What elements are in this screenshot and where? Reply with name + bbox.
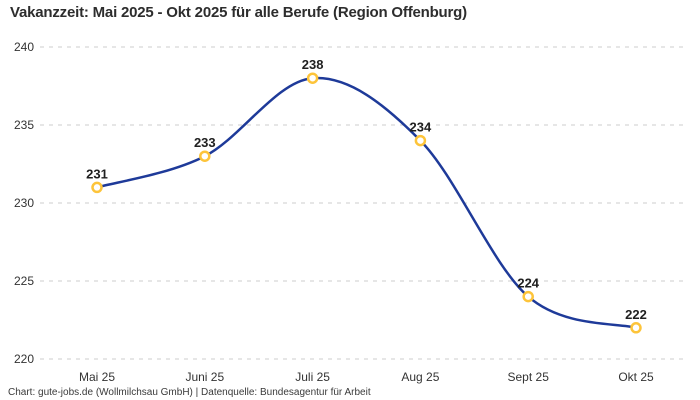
y-axis-tick-240: 240 (14, 40, 34, 54)
data-point-marker-Juni 25[interactable] (199, 150, 211, 162)
data-point-marker-Okt 25[interactable] (630, 322, 642, 334)
data-point-marker-Sept 25[interactable] (522, 290, 534, 303)
data-point-marker-Aug 25[interactable] (414, 134, 427, 147)
data-point-marker-Mai 25[interactable] (91, 181, 103, 194)
y-axis-tick-225: 225 (14, 274, 34, 288)
value-label-Juni 25: 233 (194, 135, 216, 150)
y-axis-tick-235: 235 (14, 118, 34, 132)
x-axis-label-2: Juli 25 (295, 370, 330, 384)
chart-title: Vakanzzeit: Mai 2025 - Okt 2025 für alle… (10, 4, 467, 21)
y-axis-tick-230: 230 (14, 196, 34, 210)
y-axis-tick-220: 220 (14, 352, 34, 366)
x-axis-label-3: Aug 25 (401, 370, 439, 384)
data-point-marker-Juli 25[interactable] (306, 72, 319, 84)
value-label-Juli 25: 238 (302, 57, 324, 72)
value-label-Sept 25: 224 (517, 276, 539, 291)
chart-footer-attribution: Chart: gute-jobs.de (Wollmilchsau GmbH) … (8, 387, 371, 398)
x-axis-label-1: Juni 25 (185, 370, 224, 384)
value-label-Mai 25: 231 (86, 166, 108, 181)
x-axis-label-5: Okt 25 (618, 370, 654, 384)
value-label-Aug 25: 234 (410, 120, 432, 135)
x-axis-label-0: Mai 25 (79, 370, 115, 384)
value-label-Okt 25: 222 (625, 307, 647, 322)
x-axis-label-4: Sept 25 (508, 370, 550, 384)
